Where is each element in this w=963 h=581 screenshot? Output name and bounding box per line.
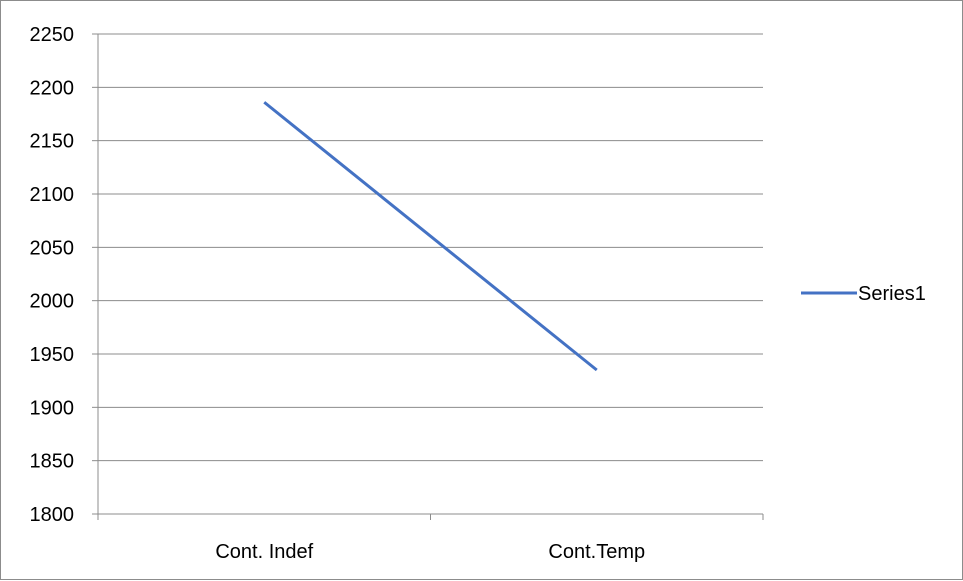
y-tick-label: 2000 [30, 291, 75, 313]
x-tick-label: Cont. Indef [215, 541, 313, 563]
y-tick-labels: 1800 1850 1900 1950 2000 2050 2100 2150 2200 2250 [30, 24, 75, 526]
y-tick-label: 1850 [30, 451, 75, 473]
y-tick-label: 1800 [30, 504, 75, 526]
x-tick-labels: Cont. Indef Cont.Temp [215, 541, 645, 563]
y-tick-label: 2150 [30, 131, 75, 153]
y-tick-label: 2050 [30, 237, 75, 259]
y-tick-label: 2250 [30, 24, 75, 46]
legend-label-series1: Series1 [858, 283, 926, 305]
y-tick-label: 2100 [30, 184, 75, 206]
y-tick-label: 2200 [30, 77, 75, 99]
gridlines [98, 33, 763, 462]
series-line-series1 [263, 101, 598, 372]
y-tick-label: 1900 [30, 397, 75, 419]
legend: Series1 [801, 283, 926, 305]
x-tick-label: Cont.Temp [548, 541, 645, 563]
y-tick-label: 1950 [30, 344, 75, 366]
series-layer [263, 101, 598, 372]
axes [92, 33, 764, 520]
